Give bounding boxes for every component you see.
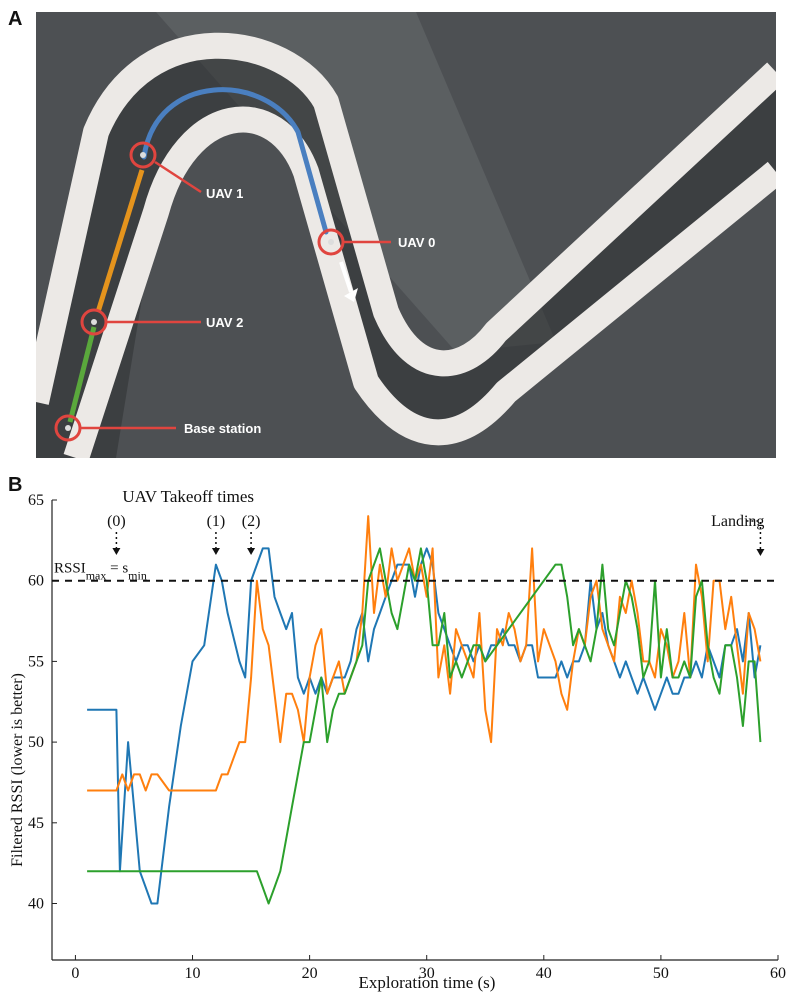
- takeoff-arrow-0-head: [112, 548, 121, 555]
- x-tick-label: 60: [770, 965, 786, 982]
- series-line-0: [87, 547, 762, 905]
- rssi-chart: 0 10 20 30 40 50 60 40 45 50 55 60 65 RSSImax = smin…: [9, 487, 786, 992]
- takeoff-label-0: (0): [107, 513, 126, 530]
- exploration-paths: [67, 87, 358, 423]
- x-tick-label: 10: [185, 965, 201, 982]
- takeoff-arrow-2-head: [247, 548, 256, 555]
- uav-deployment-photo: UAV 1 UAV 0 UAV 2 Base station: [36, 12, 776, 458]
- uav0-path: [141, 87, 329, 235]
- s-shaped-track: [36, 32, 776, 458]
- takeoff-arrow-1-head: [211, 548, 220, 555]
- landing-arrow-head: [756, 549, 765, 556]
- chart-axes: 0 10 20 30 40 50 60 40 45 50 55 60 65: [28, 492, 786, 982]
- takeoff-label-2: (2): [242, 513, 261, 530]
- threshold-label: RSSImax = smin: [54, 561, 147, 583]
- y-tick-label: 60: [28, 573, 44, 590]
- x-tick-label: 50: [653, 965, 669, 982]
- x-tick-label: 20: [302, 965, 318, 982]
- uav0-label: UAV 0: [398, 235, 435, 250]
- uav1-path: [95, 169, 145, 313]
- uav-markers: UAV 1 UAV 0 UAV 2 Base station: [54, 141, 435, 442]
- chart-annotations: RSSImax = smin UAV Takeoff times (0) (1) (2)…: [52, 487, 778, 583]
- y-tick-label: 55: [28, 653, 44, 670]
- series-line-1: [87, 515, 762, 792]
- base-station-label: Base station: [184, 421, 261, 436]
- uav2-label: UAV 2: [206, 315, 243, 330]
- y-tick-label: 50: [28, 734, 44, 751]
- takeoff-title: UAV Takeoff times: [122, 487, 254, 506]
- chart-series: [87, 515, 762, 905]
- takeoff-label-1: (1): [207, 513, 226, 530]
- landing-label: Landing: [711, 513, 764, 530]
- panel-label-b: B: [8, 474, 23, 496]
- y-tick-label: 45: [28, 815, 44, 832]
- uav1-label: UAV 1: [206, 186, 243, 201]
- x-axis-label: Exploration time (s): [359, 973, 496, 992]
- x-tick-label: 30: [419, 965, 435, 982]
- y-axis-label: Filtered RSSI (lower is better): [9, 673, 26, 867]
- x-tick-label: 0: [71, 965, 79, 982]
- panel-label-a: A: [8, 8, 23, 30]
- x-tick-label: 40: [536, 965, 552, 982]
- uav2-path: [67, 326, 97, 423]
- y-tick-label: 40: [28, 896, 44, 913]
- uav1-marker: [129, 141, 157, 169]
- series-line-2: [87, 547, 762, 905]
- y-tick-label: 65: [28, 492, 44, 509]
